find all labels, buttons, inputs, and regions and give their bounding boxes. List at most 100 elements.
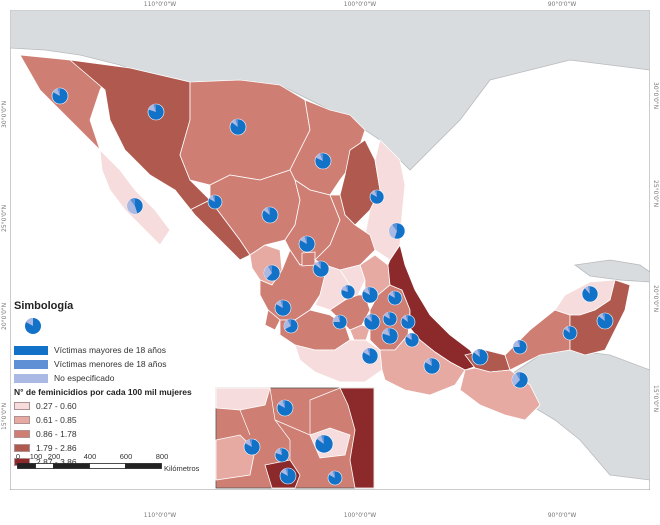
legend-rate-class-2: 0.61 - 0.85 — [14, 413, 214, 427]
scale-tick-0: 0 — [15, 452, 21, 461]
pie-slice-unspecified — [388, 224, 397, 239]
pie-marker — [279, 467, 297, 485]
legend-rate-label-1: 0.27 - 0.60 — [36, 401, 77, 411]
pie-slice-unspecified — [275, 300, 283, 308]
pie-slice-minor — [367, 287, 371, 295]
coord-right-2: 25°0'0"N — [652, 180, 659, 208]
pie-slice-minor — [57, 88, 61, 96]
pie-slice-unspecified — [584, 286, 590, 294]
pie-marker — [274, 447, 290, 463]
inset-borders — [239, 387, 341, 460]
pie-marker — [327, 470, 343, 486]
coord-bottom-3: 90°0'0"W — [547, 512, 577, 519]
scale-bar-graphic — [17, 463, 162, 469]
scale-tick-800: 800 — [155, 452, 169, 461]
pie-marker — [243, 438, 261, 456]
pie-slice-minor — [374, 190, 378, 197]
pie-slice-unspecified — [341, 285, 348, 292]
pie-slice-unspecified — [126, 199, 138, 215]
scale-tick-200: 200 — [47, 452, 61, 461]
pie-marker — [511, 371, 529, 389]
pie-slice-unspecified — [405, 333, 412, 340]
pie-marker — [471, 348, 489, 366]
pie-marker — [363, 313, 381, 331]
pie-slice-unspecified — [402, 315, 408, 322]
pie-marker — [581, 285, 599, 303]
pie-slice-unspecified — [275, 448, 282, 455]
pie-slice-minor — [153, 104, 157, 112]
pie-marker — [51, 87, 69, 105]
pie-slice-unspecified — [382, 328, 390, 336]
pie-slice-minor — [517, 339, 521, 347]
pie-slice-minor — [367, 348, 371, 356]
pie-marker — [361, 347, 379, 365]
pie-slice-minor — [392, 222, 398, 231]
pie-slice-minor — [567, 325, 571, 333]
legend-pie-item-unspecified: No especificado — [14, 371, 214, 385]
pie-slice-unspecified — [263, 207, 270, 215]
coord-bottom-1: 110°0'0"W — [143, 512, 177, 519]
pie-marker — [562, 325, 578, 341]
pie-slice-unspecified — [362, 287, 370, 295]
pie-slice-unspecified — [333, 315, 340, 322]
legend-swatch-minor — [14, 359, 48, 369]
coord-right-4: 15°0'0"N — [652, 385, 659, 413]
pie-marker — [340, 284, 356, 300]
pie-slice-unspecified — [512, 372, 520, 386]
pie-marker — [382, 311, 398, 327]
legend-pie-label-unspecified: No especificado — [54, 373, 115, 383]
pie-slice-minor — [212, 195, 216, 202]
pie-marker — [207, 194, 223, 210]
state-aguascalientes — [301, 251, 316, 267]
pie-slice-minor — [392, 291, 396, 298]
legend-rate-class-1: 0.27 - 0.60 — [14, 399, 214, 413]
pie-marker — [512, 339, 528, 355]
pie-slice-minor — [369, 314, 373, 322]
pie-slice-minor — [429, 358, 433, 366]
pie-slice-minor — [267, 207, 271, 215]
coord-left-3: 20°0'0"N — [1, 302, 8, 330]
map — [10, 10, 650, 490]
state-nuevo-leon — [339, 139, 381, 226]
pie-slice-minor — [279, 448, 283, 455]
legend-swatch-major — [14, 345, 48, 355]
coord-left-2: 25°0'0"N — [1, 204, 8, 232]
pie-slice-unspecified — [277, 400, 285, 408]
coord-bottom-2: 100°0'0"W — [343, 512, 377, 519]
pie-marker — [400, 314, 416, 330]
pie-slice-minor — [332, 471, 336, 478]
pie-marker — [263, 264, 281, 282]
pie-slice-minor — [405, 315, 409, 322]
coord-top-1: 110°0'0"W — [143, 1, 177, 8]
scale-unit: Kilómetros — [164, 464, 200, 473]
pie-marker — [361, 286, 379, 304]
legend: Simbología Víctimas mayores de 18 años V… — [14, 300, 214, 469]
coord-right-3: 20°0'0"N — [652, 285, 659, 313]
pie-marker — [388, 222, 406, 240]
pie-marker — [147, 103, 165, 121]
pie-slice-unspecified — [388, 291, 395, 298]
pie-slice-minor — [285, 468, 289, 476]
scale-tick-100: 100 — [29, 452, 43, 461]
pie-slice-unspecified — [365, 314, 372, 322]
legend-rate-label-2: 0.61 - 0.85 — [36, 415, 77, 425]
pie-slice-unspecified — [231, 119, 238, 127]
pie-marker — [314, 152, 332, 170]
pie-slice-unspecified — [362, 348, 370, 356]
pie-marker — [274, 299, 292, 317]
pie-slice-unspecified — [244, 439, 252, 447]
pie-marker — [283, 318, 299, 334]
pie-marker — [229, 118, 247, 136]
pie-marker — [404, 332, 420, 348]
pie-slice-minor — [287, 319, 292, 326]
legend-pie-item-minor: Víctimas menores de 18 años — [14, 357, 214, 371]
legend-rate-label-5: 2.87 - 3.86 — [36, 457, 77, 467]
state-baja-california-sur — [99, 148, 171, 246]
pie-slice-unspecified — [383, 312, 390, 319]
legend-rate-label-4: 1.79 - 2.86 — [36, 443, 77, 453]
legend-rate-swatch-3 — [14, 430, 30, 438]
pie-slice-minor — [409, 332, 413, 340]
pie-slice-minor — [280, 300, 284, 308]
pie-slice-minor — [345, 285, 349, 292]
legend-rate-swatch-1 — [14, 402, 30, 410]
